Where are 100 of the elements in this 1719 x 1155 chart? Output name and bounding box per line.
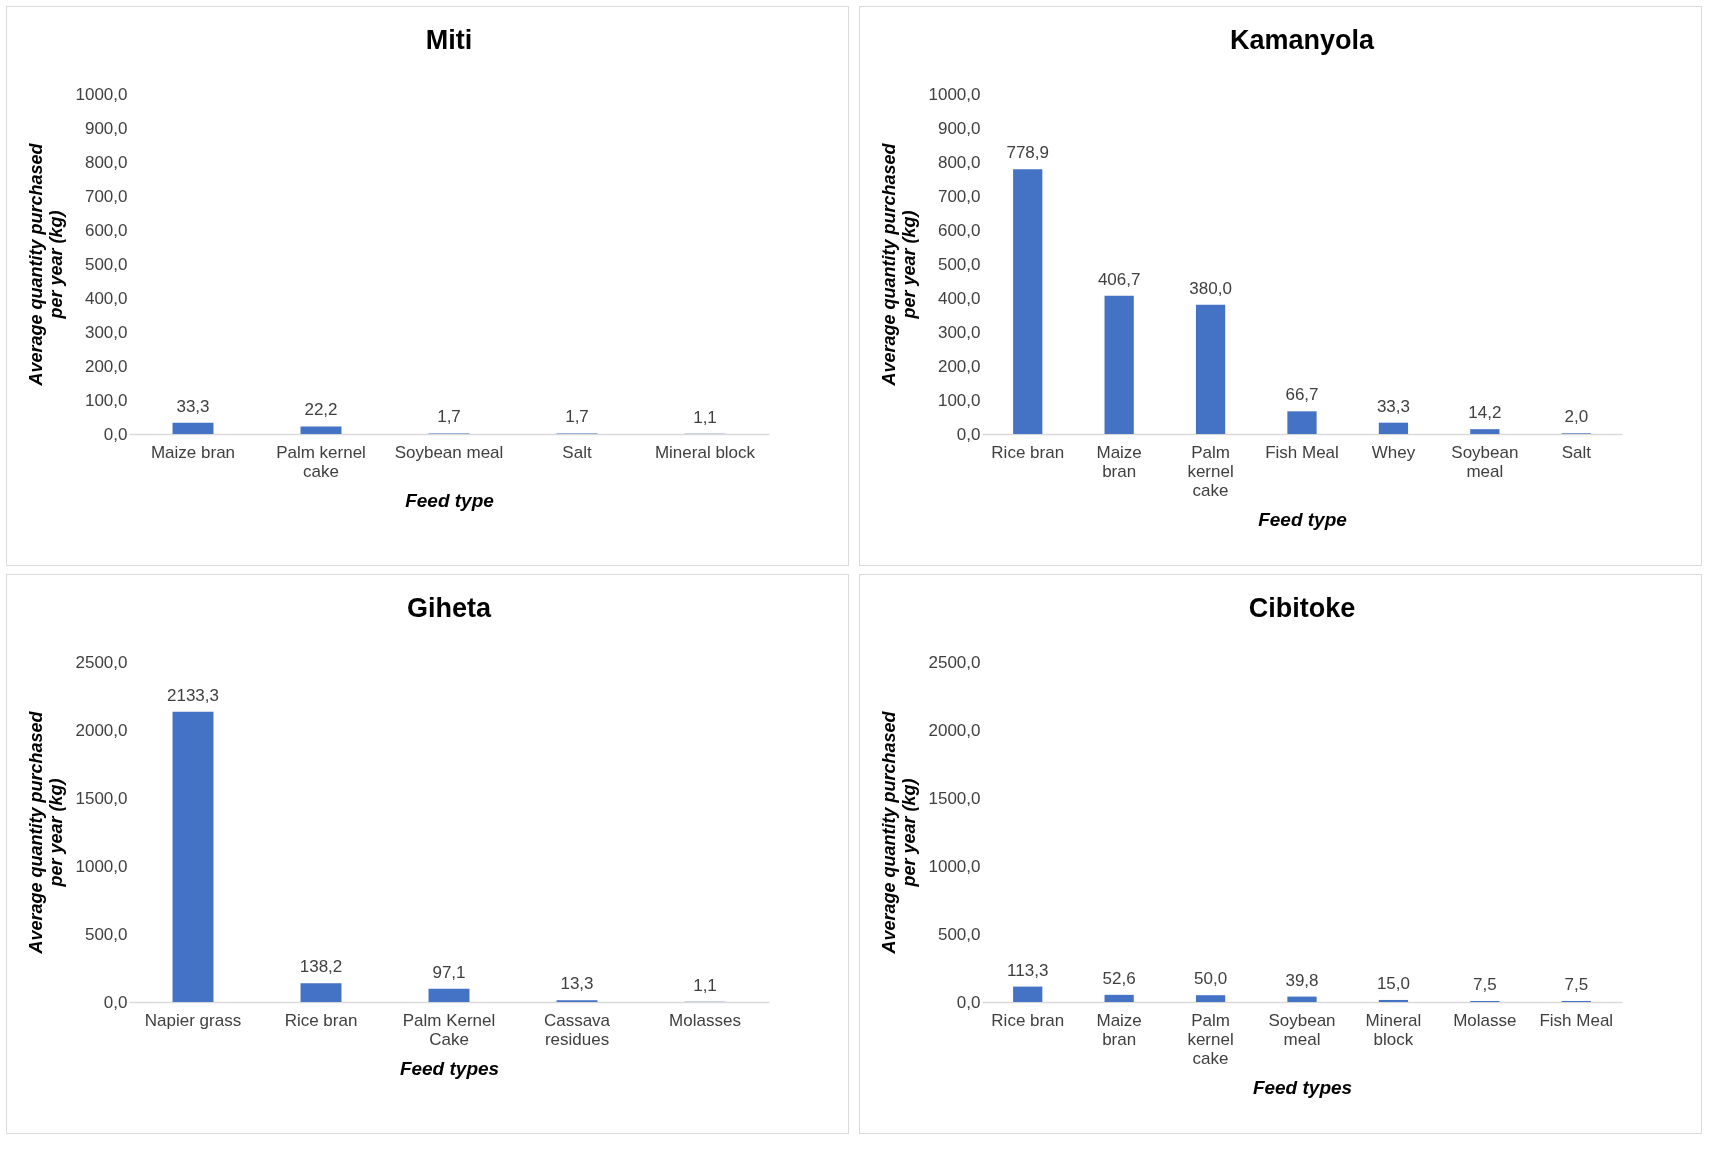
x-tick-label: Molasse — [1453, 1010, 1517, 1030]
bar — [428, 988, 470, 1002]
data-label: 1,7 — [437, 407, 461, 427]
y-tick-label: 0,0 — [956, 424, 981, 444]
x-tick-label: Napier grass — [144, 1010, 242, 1030]
x-tick-label: Palm kernel cake — [1187, 442, 1234, 500]
y-tick-label: 1000,0 — [928, 84, 981, 104]
x-tick-label: Molasses — [669, 1010, 741, 1030]
y-tick-label: 1000,0 — [75, 84, 128, 104]
chart-title: Giheta — [406, 593, 492, 623]
y-tick-label: 400,0 — [84, 288, 128, 308]
x-axis-title: Feed types — [1252, 1076, 1353, 1098]
chart-title: Kamanyola — [1229, 25, 1376, 55]
x-tick-label: Palm kernel cake — [1187, 1010, 1234, 1068]
y-tick-label: 200,0 — [84, 356, 128, 376]
x-axis-title: Feed types — [399, 1057, 500, 1079]
x-tick-label: Mineral block — [1365, 1010, 1422, 1049]
y-tick-label: 900,0 — [84, 118, 128, 138]
y-tick-label: 400,0 — [937, 288, 981, 308]
y-tick-label: 2500,0 — [928, 652, 981, 672]
y-tick-label: 500,0 — [937, 924, 981, 944]
y-tick-label: 700,0 — [84, 186, 128, 206]
data-label: 1,1 — [693, 407, 717, 427]
x-tick-label: Maize bran — [1096, 1010, 1142, 1049]
x-tick-label: Palm kernel cake — [276, 442, 366, 481]
x-tick-label: Soybean meal — [1268, 1010, 1336, 1049]
chart-title: Cibitoke — [1248, 593, 1356, 623]
bar — [1104, 295, 1134, 434]
x-tick-label: Rice bran — [991, 1010, 1065, 1030]
x-tick-label: Fish Meal — [1265, 442, 1339, 462]
x-tick-label: Fish Meal — [1539, 1010, 1614, 1030]
data-label: 2,0 — [1564, 407, 1589, 427]
y-tick-label: 500,0 — [84, 254, 128, 274]
bar — [1013, 169, 1043, 434]
bar — [1287, 411, 1317, 434]
x-tick-label: Mineral block — [654, 442, 756, 462]
data-label: 97,1 — [432, 962, 466, 982]
data-label: 380,0 — [1189, 278, 1232, 298]
y-tick-label: 300,0 — [84, 322, 128, 342]
bar — [172, 422, 214, 434]
data-label: 778,9 — [1006, 143, 1049, 163]
y-axis-title: Average quantity purchased per year (kg) — [878, 142, 919, 387]
data-label: 52,6 — [1102, 968, 1136, 988]
x-tick-label: Soybean meal — [394, 442, 504, 462]
x-tick-label: Cassava residues — [543, 1010, 611, 1049]
y-tick-label: 2500,0 — [75, 652, 128, 672]
y-axis-title: Average quantity purchased per year (kg) — [25, 142, 66, 387]
y-tick-label: 0,0 — [956, 992, 981, 1012]
bar — [172, 711, 214, 1002]
x-axis-title: Feed type — [405, 489, 495, 511]
x-tick-label: Soybean meal — [1451, 442, 1519, 481]
data-label: 22,2 — [304, 400, 338, 420]
chart-title: Miti — [425, 25, 473, 55]
y-tick-label: 500,0 — [937, 254, 981, 274]
data-label: 113,3 — [1007, 960, 1049, 980]
y-tick-label: 2000,0 — [928, 720, 981, 740]
data-label: 7,5 — [1473, 974, 1497, 994]
data-label: 406,7 — [1097, 269, 1141, 289]
data-label: 2133,3 — [167, 685, 219, 705]
bar — [300, 983, 342, 1002]
x-tick-label: Whey — [1371, 442, 1416, 462]
y-tick-label: 1000,0 — [75, 856, 128, 876]
y-tick-label: 1500,0 — [75, 788, 128, 808]
x-tick-label: Salt — [1561, 442, 1592, 462]
y-tick-label: 2000,0 — [75, 720, 128, 740]
x-tick-label: Salt — [562, 442, 592, 462]
y-tick-label: 900,0 — [937, 118, 981, 138]
x-tick-label: Rice bran — [284, 1010, 358, 1030]
y-tick-label: 300,0 — [937, 322, 981, 342]
data-label: 39,8 — [1285, 970, 1319, 990]
y-tick-label: 1500,0 — [928, 788, 981, 808]
x-tick-label: Maize bran — [1096, 442, 1142, 481]
x-axis-title: Feed type — [1258, 508, 1348, 530]
data-label: 138,2 — [299, 957, 343, 977]
data-label: 7,5 — [1564, 974, 1589, 994]
data-label: 14,2 — [1468, 403, 1502, 423]
y-tick-label: 600,0 — [84, 220, 128, 240]
x-tick-label: Palm Kernel Cake — [402, 1010, 496, 1049]
y-tick-label: 800,0 — [84, 152, 128, 172]
y-tick-label: 100,0 — [937, 390, 981, 410]
y-tick-label: 1000,0 — [928, 856, 981, 876]
data-label: 13,3 — [560, 974, 594, 994]
y-tick-label: 0,0 — [103, 424, 128, 444]
bar — [1195, 304, 1226, 434]
y-tick-label: 500,0 — [84, 924, 128, 944]
data-label: 66,7 — [1285, 385, 1319, 405]
y-tick-label: 200,0 — [937, 356, 981, 376]
bar — [1378, 422, 1409, 434]
y-tick-label: 800,0 — [937, 152, 981, 172]
y-axis-title: Average quantity purchased per year (kg) — [25, 710, 66, 955]
data-label: 1,7 — [565, 407, 589, 427]
bar — [1470, 429, 1500, 434]
bar — [300, 426, 342, 434]
x-tick-label: Rice bran — [991, 442, 1065, 462]
data-label: 15,0 — [1376, 973, 1410, 993]
data-label: 50,0 — [1194, 969, 1228, 989]
data-label: 1,1 — [693, 975, 717, 995]
x-tick-label: Maize bran — [150, 442, 236, 462]
y-axis-title: Average quantity purchased per year (kg) — [878, 710, 919, 955]
y-tick-label: 600,0 — [937, 220, 981, 240]
